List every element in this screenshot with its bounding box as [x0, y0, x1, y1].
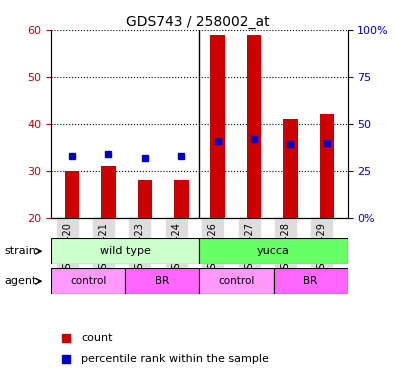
Bar	[137, 180, 152, 218]
Text: control: control	[70, 276, 107, 286]
Text: strain: strain	[4, 246, 36, 256]
FancyBboxPatch shape	[274, 268, 348, 294]
FancyBboxPatch shape	[51, 238, 199, 264]
Bar	[247, 35, 261, 218]
Text: agent: agent	[4, 276, 36, 286]
Bar	[320, 114, 334, 218]
Bar	[101, 166, 116, 218]
Bar	[65, 171, 79, 217]
Text: count: count	[81, 333, 113, 343]
Text: percentile rank within the sample: percentile rank within the sample	[81, 354, 269, 363]
FancyBboxPatch shape	[51, 268, 126, 294]
Text: wild type: wild type	[100, 246, 151, 256]
FancyBboxPatch shape	[126, 268, 199, 294]
Text: control: control	[218, 276, 255, 286]
Bar	[283, 119, 298, 218]
FancyBboxPatch shape	[199, 268, 274, 294]
Bar	[174, 180, 188, 218]
FancyBboxPatch shape	[199, 238, 348, 264]
Bar	[211, 35, 225, 218]
Text: BR: BR	[303, 276, 318, 286]
Text: BR: BR	[155, 276, 169, 286]
Text: GDS743 / 258002_at: GDS743 / 258002_at	[126, 15, 269, 29]
Text: yucca: yucca	[257, 246, 290, 256]
